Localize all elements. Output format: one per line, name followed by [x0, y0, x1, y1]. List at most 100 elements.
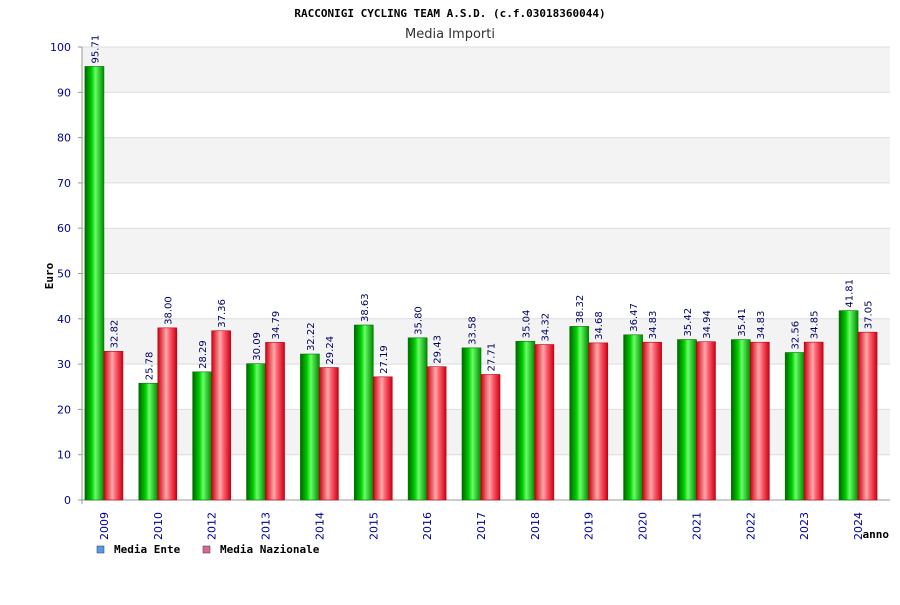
value-label: 27.19 [379, 345, 390, 374]
bar-media-nazionale-2009 [103, 351, 124, 501]
legend: Media Ente Media Nazionale [96, 543, 320, 556]
chart-title: RACCONIGI CYCLING TEAM A.S.D. (c.f.03018… [294, 7, 605, 20]
bar-media-ente-2024 [838, 310, 859, 501]
bar-media-nazionale-2017 [480, 374, 501, 501]
bar-media-ente-2010 [138, 382, 159, 501]
bar-media-ente-2014 [300, 353, 320, 501]
y-tick-label: 40 [57, 313, 71, 326]
bar-media-nazionale-2020 [642, 341, 662, 501]
value-label: 35.80 [414, 306, 425, 335]
bar-media-ente-2020 [623, 334, 643, 501]
bar-media-nazionale-2010 [157, 327, 178, 501]
x-tick-label: 2020 [637, 512, 650, 540]
bar-media-nazionale-2014 [319, 367, 339, 501]
bar-media-ente-2012 [192, 371, 212, 501]
value-labels: 95.71 32.82 25.78 38.00 28.29 37.36 30.09 34.79… [90, 35, 874, 380]
bar-media-nazionale-2015 [372, 376, 393, 501]
y-tick-label: 50 [57, 268, 71, 281]
y-tick-label: 60 [57, 222, 71, 235]
x-tick-label: 2018 [529, 512, 542, 540]
bar-media-ente-2015 [353, 324, 374, 501]
bar-media-ente-2023 [784, 352, 805, 501]
legend-label-media-nazionale: Media Nazionale [220, 543, 320, 556]
bar-media-ente-2021 [677, 339, 697, 501]
y-tick-label: 70 [57, 177, 71, 190]
x-tick-label: 2021 [690, 512, 703, 540]
value-label: 34.68 [594, 311, 605, 340]
value-label: 37.36 [217, 299, 228, 328]
value-label: 35.04 [521, 310, 532, 339]
bar-media-ente-2013 [246, 363, 266, 501]
bar-media-nazionale-2019 [588, 342, 609, 501]
value-label: 28.29 [198, 340, 209, 369]
bar-media-nazionale-2018 [534, 344, 555, 501]
y-tick-label: 100 [50, 41, 71, 54]
x-tick-label: 2012 [206, 512, 219, 540]
value-label: 34.85 [810, 310, 821, 339]
x-tick-label: 2016 [421, 512, 434, 540]
x-tick-label: 2015 [367, 512, 380, 540]
value-label: 36.47 [629, 303, 640, 332]
plot-band [82, 228, 890, 274]
value-label: 34.32 [540, 313, 551, 342]
value-label: 29.24 [325, 336, 336, 365]
y-tick-labels: 0 10 20 30 40 50 60 70 80 90 100 [50, 41, 82, 507]
value-label: 95.71 [90, 35, 101, 64]
bar-media-nazionale-2012 [211, 330, 231, 501]
value-label: 32.82 [109, 320, 120, 349]
x-tick-label: 2022 [744, 512, 757, 540]
x-tick-label: 2017 [475, 512, 488, 540]
value-label: 38.32 [575, 295, 586, 324]
value-label: 35.42 [683, 308, 694, 337]
legend-swatch-media-nazionale [202, 545, 211, 554]
bar-media-nazionale-2021 [696, 341, 716, 501]
bar-media-nazionale-2013 [265, 342, 285, 501]
plot-band [82, 273, 890, 319]
value-label: 34.79 [271, 311, 282, 340]
plot-band [82, 47, 890, 93]
legend-label-media-ente: Media Ente [114, 543, 181, 556]
x-tick-label: 2014 [313, 512, 326, 540]
x-tick-label: 2009 [98, 512, 111, 540]
value-label: 27.71 [487, 343, 498, 372]
bar-media-nazionale-2024 [857, 331, 878, 501]
x-tick-label: 2023 [798, 512, 811, 540]
y-tick-label: 10 [57, 449, 71, 462]
x-tick-labels: 2009 2010 2012 2013 2014 2015 2016 2017 2018 2019… [98, 512, 865, 540]
bar-media-ente-2022 [731, 339, 751, 501]
bars [84, 66, 878, 501]
plot-band [82, 137, 890, 183]
bar-media-nazionale-2016 [426, 366, 447, 501]
x-tick-label: 2010 [152, 512, 165, 540]
y-tick-label: 30 [57, 358, 71, 371]
value-label: 34.94 [702, 310, 713, 339]
bar-media-ente-2019 [569, 326, 590, 501]
value-label: 25.78 [144, 352, 155, 381]
x-tick-label: 2024 [852, 512, 865, 540]
y-tick-label: 0 [64, 494, 71, 507]
bar-media-nazionale-2022 [750, 341, 770, 501]
legend-swatch-media-ente [96, 545, 105, 554]
x-tick-label: 2019 [583, 512, 596, 540]
plot-band [82, 92, 890, 138]
y-axis-label: Euro [43, 262, 56, 289]
x-axis-label: anno [863, 528, 890, 541]
value-label: 38.63 [360, 293, 371, 322]
value-label: 37.05 [864, 301, 875, 330]
x-tick-label: 2013 [260, 512, 273, 540]
bar-media-ente-2017 [461, 347, 482, 501]
value-label: 41.81 [845, 279, 856, 308]
value-label: 32.22 [306, 322, 317, 351]
value-label: 32.56 [791, 321, 802, 350]
value-label: 34.83 [648, 311, 659, 340]
plot-band [82, 182, 890, 229]
value-label: 38.00 [163, 296, 174, 325]
y-tick-label: 20 [57, 403, 71, 416]
value-label: 33.58 [468, 316, 479, 345]
y-tick-label: 80 [57, 132, 71, 145]
bar-media-nazionale-2023 [803, 341, 824, 501]
bar-media-ente-2009 [84, 66, 105, 501]
value-label: 30.09 [252, 332, 263, 361]
